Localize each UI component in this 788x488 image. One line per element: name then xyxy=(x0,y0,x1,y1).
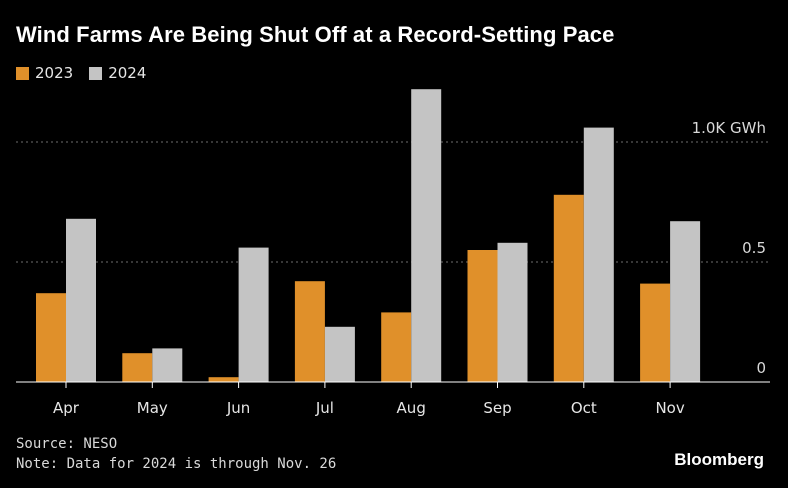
note-text: Note: Data for 2024 is through Nov. 26 xyxy=(16,456,337,472)
x-tick-label-apr: Apr xyxy=(53,399,80,417)
x-tick-label-oct: Oct xyxy=(571,399,597,417)
x-tick-label-sep: Sep xyxy=(483,399,511,417)
bar-2024-apr xyxy=(66,218,96,382)
bar-2023-jul xyxy=(294,281,325,382)
bar-2023-apr xyxy=(36,293,66,382)
bar-2023-oct xyxy=(553,194,584,382)
y-tick-label-0: 0 xyxy=(756,359,766,377)
bloomberg-logo: Bloomberg xyxy=(674,450,764,469)
bar-2023-aug xyxy=(381,312,412,382)
x-tick-label-aug: Aug xyxy=(397,399,426,417)
bar-2024-oct xyxy=(583,127,614,382)
legend-swatch-2023 xyxy=(16,66,29,80)
bar-2024-jun xyxy=(238,247,269,382)
x-tick-label-nov: Nov xyxy=(655,399,684,417)
bar-2023-nov xyxy=(640,283,671,382)
bar-2024-jul xyxy=(324,326,355,382)
x-tick-label-jun: Jun xyxy=(226,399,250,417)
bar-2023-sep xyxy=(467,250,498,382)
bar-2024-nov xyxy=(670,221,701,382)
bar-2024-may xyxy=(152,348,183,382)
x-tick-label-jul: Jul xyxy=(315,399,334,417)
y-tick-label-1: 0.5 xyxy=(742,239,766,257)
source-text: Source: NESO xyxy=(16,436,118,452)
legend-swatch-2024 xyxy=(89,66,103,80)
legend-label-2024: 2024 xyxy=(108,64,147,82)
legend-label-2023: 2023 xyxy=(35,64,74,82)
legend-item-2024: 2024 xyxy=(89,64,146,82)
chart-title: Wind Farms Are Being Shut Off at a Recor… xyxy=(16,22,615,47)
legend-item-2023: 2023 xyxy=(16,64,73,82)
bar-2023-may xyxy=(122,353,153,382)
y-tick-label-2: 1.0K GWh xyxy=(692,119,766,137)
x-tick-label-may: May xyxy=(137,399,168,417)
legend: 2023 2024 xyxy=(16,64,162,82)
bar-2023-jun xyxy=(208,377,239,382)
bar-2024-sep xyxy=(497,242,528,382)
bar-2024-aug xyxy=(411,89,442,382)
